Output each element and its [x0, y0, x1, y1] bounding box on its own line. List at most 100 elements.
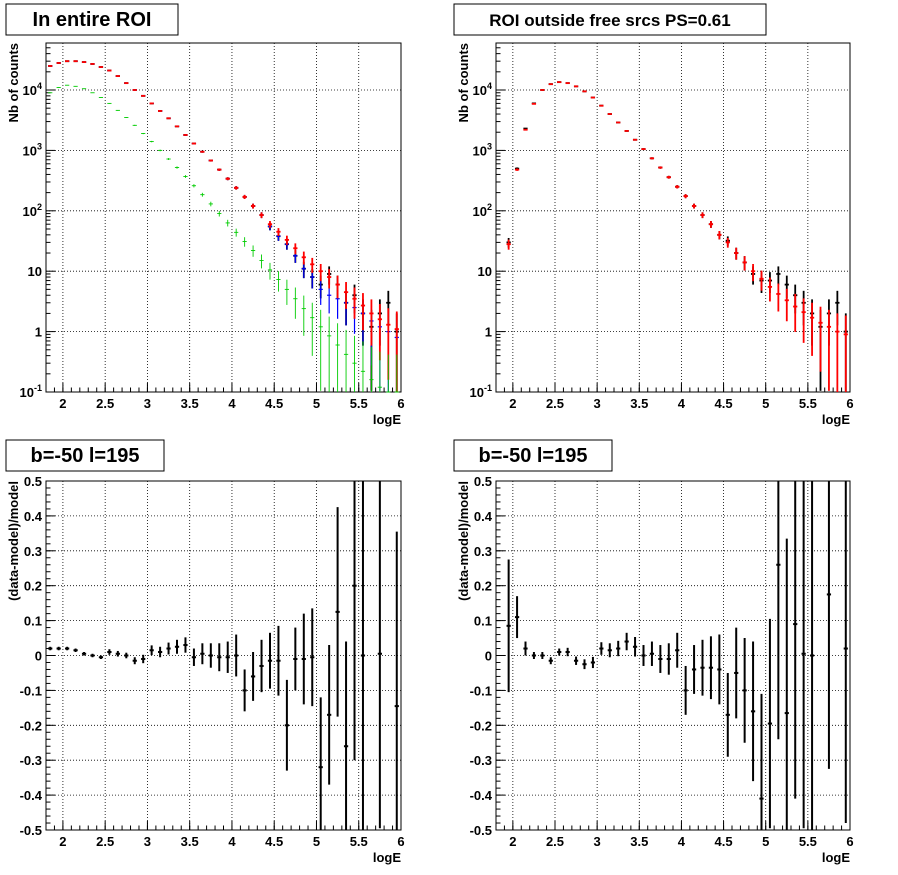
data-point [183, 134, 188, 136]
data-point [767, 277, 773, 302]
data-point [132, 124, 137, 126]
data-point [208, 201, 213, 207]
data-point [717, 634, 722, 705]
data-point [343, 329, 349, 392]
data-point [250, 245, 256, 257]
data-point [809, 481, 815, 830]
x-tick-label: 5 [762, 396, 769, 411]
x-tick-label: 4.5 [265, 396, 283, 411]
data-point [632, 138, 638, 141]
x-tick-label: 4 [228, 396, 236, 411]
data-point [691, 645, 697, 694]
x-tick-label: 2 [509, 834, 516, 849]
x-tick-label: 5.5 [350, 396, 368, 411]
data-point [548, 657, 553, 665]
data-point [369, 299, 374, 346]
data-point [301, 613, 306, 705]
series-3 [48, 60, 399, 392]
data-point [573, 656, 579, 665]
x-tick-label: 5 [313, 396, 320, 411]
y-tick-label: 0.4 [474, 509, 493, 524]
data-point [843, 481, 848, 824]
data-point [683, 194, 688, 199]
data-point [242, 194, 247, 199]
data-point [174, 125, 180, 128]
panel-title-box [5, 3, 179, 36]
data-point [81, 88, 87, 90]
data-point [183, 175, 188, 178]
y-tick-label: 1 [35, 325, 42, 340]
y-tick-label: -0.5 [20, 823, 42, 838]
x-tick-label: 6 [397, 396, 404, 411]
data-point [826, 309, 832, 391]
data-point [776, 283, 781, 312]
data-point [386, 354, 391, 393]
y-tick-label: 104 [23, 81, 42, 98]
x-tick-label: 3.5 [181, 396, 199, 411]
data-point [191, 648, 197, 666]
panel-title: b=-50 l=195 [479, 445, 588, 467]
y-tick-label: -0.5 [470, 823, 492, 838]
y-tick-label: 0.5 [24, 474, 42, 489]
data-point [394, 531, 399, 830]
y-tick-label: 104 [473, 81, 492, 98]
data-point [166, 158, 171, 161]
data-point [801, 298, 806, 343]
x-tick-label: 3.5 [630, 396, 648, 411]
data-point [267, 632, 273, 689]
data-point [284, 279, 290, 305]
x-axis-label: logE [822, 850, 850, 865]
data-point [335, 275, 340, 299]
data-point [132, 89, 137, 91]
y-axis-label: (data-model)/model [6, 481, 21, 601]
data-point [352, 335, 357, 392]
x-tick-label: 5 [313, 834, 320, 849]
data-point [742, 256, 747, 271]
data-point [90, 653, 95, 658]
data-point [73, 648, 78, 653]
data-point [225, 219, 230, 227]
data-point [301, 295, 306, 336]
data-point [360, 293, 366, 331]
x-tick-label: 5.5 [350, 834, 368, 849]
data-point [641, 148, 646, 151]
data-point [641, 645, 646, 666]
data-point [394, 354, 399, 393]
data-point [793, 293, 798, 332]
x-tick-label: 2.5 [546, 396, 564, 411]
plot-frame [495, 42, 851, 393]
data-point [335, 323, 340, 392]
data-point [531, 102, 537, 105]
data-point [310, 302, 315, 356]
data-point [157, 646, 163, 658]
data-point [234, 186, 239, 190]
data-point [700, 212, 705, 219]
x-axis-label: logE [373, 850, 401, 865]
data-point [523, 128, 528, 131]
y-tick-label: 0.2 [474, 579, 492, 594]
data-point [658, 645, 663, 673]
data-point [683, 665, 688, 715]
data-point [616, 640, 621, 657]
data-point [360, 481, 366, 830]
x-tick-label: 3 [144, 834, 151, 849]
data-point [767, 618, 773, 829]
data-point [343, 282, 349, 309]
data-point [675, 185, 680, 189]
y-tick-label: 1 [485, 325, 492, 340]
data-point [242, 237, 247, 247]
x-tick-label: 3 [594, 834, 601, 849]
data-point [276, 271, 281, 292]
x-tick-label: 2 [59, 396, 66, 411]
data-point [174, 166, 180, 169]
data-point [624, 632, 629, 651]
data-point [599, 642, 604, 655]
series-1 [506, 81, 848, 392]
data-point [540, 652, 545, 659]
data-point [81, 652, 87, 656]
x-tick-label: 5.5 [799, 834, 817, 849]
data-point [377, 351, 382, 392]
data-point [225, 641, 230, 673]
data-point [582, 659, 587, 670]
